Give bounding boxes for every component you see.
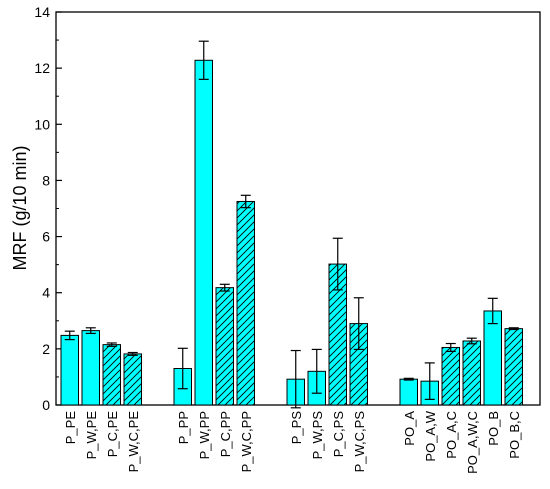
bar: [399, 378, 418, 406]
x-category-label: P_C,PS: [331, 411, 346, 458]
x-category-label: P_W,PS: [310, 411, 325, 460]
y-tick-label: 12: [34, 60, 50, 76]
x-category-label: P_PS: [289, 411, 304, 445]
x-category-label: PO_A,C: [444, 411, 459, 459]
y-tick-label: 4: [42, 285, 50, 301]
bar-hatch: [124, 353, 142, 405]
x-category-label: PO_A: [402, 411, 417, 446]
x-category-label: P_W,PE: [84, 411, 99, 460]
x-category-label: PO_B,C: [507, 411, 522, 459]
x-category-label: P_PE: [63, 411, 78, 445]
y-tick-label: 14: [34, 4, 50, 20]
x-category-label: P_W,C,PP: [239, 411, 254, 472]
bar-hatch: [237, 201, 255, 405]
x-category-label: PO_B: [486, 411, 501, 446]
bar: [483, 310, 502, 406]
y-tick-label: 10: [34, 116, 50, 132]
bar-hatch: [216, 287, 234, 405]
x-category-label: P_W,C,PS: [352, 411, 367, 473]
x-category-label: P_C,PP: [218, 411, 233, 457]
x-category-label: P_W,PP: [197, 411, 212, 459]
y-tick-label: 0: [42, 397, 50, 413]
x-category-label: P_C,PE: [105, 411, 120, 458]
bars-layer: [60, 40, 523, 409]
y-tick-label: 6: [42, 229, 50, 245]
y-axis-title: MRF (g/10 min): [10, 145, 30, 270]
y-axis: 0 2 4 6 8 10 12 14: [34, 4, 62, 413]
x-category-label: PO_A,W,C: [465, 411, 480, 474]
x-category-label: P_W,C,PE: [126, 411, 141, 473]
x-category-label: PO_A,W: [423, 410, 438, 461]
y-tick-label: 8: [42, 172, 50, 188]
bar-hatch: [329, 264, 347, 405]
bar: [194, 59, 213, 406]
y-tick-label: 2: [42, 341, 50, 357]
bar-hatch: [350, 323, 368, 405]
bar-hatch: [103, 344, 121, 405]
x-category-label: P_PP: [176, 411, 191, 444]
bar: [81, 330, 100, 406]
bar-hatch: [463, 340, 481, 405]
bar-hatch: [505, 328, 523, 405]
bar-hatch: [442, 347, 460, 405]
x-axis-labels: P_PE P_W,PE P_C,PE P_W,C,PE P_PP P_W,PP P_C,PP…: [63, 410, 522, 474]
bar: [60, 334, 79, 406]
